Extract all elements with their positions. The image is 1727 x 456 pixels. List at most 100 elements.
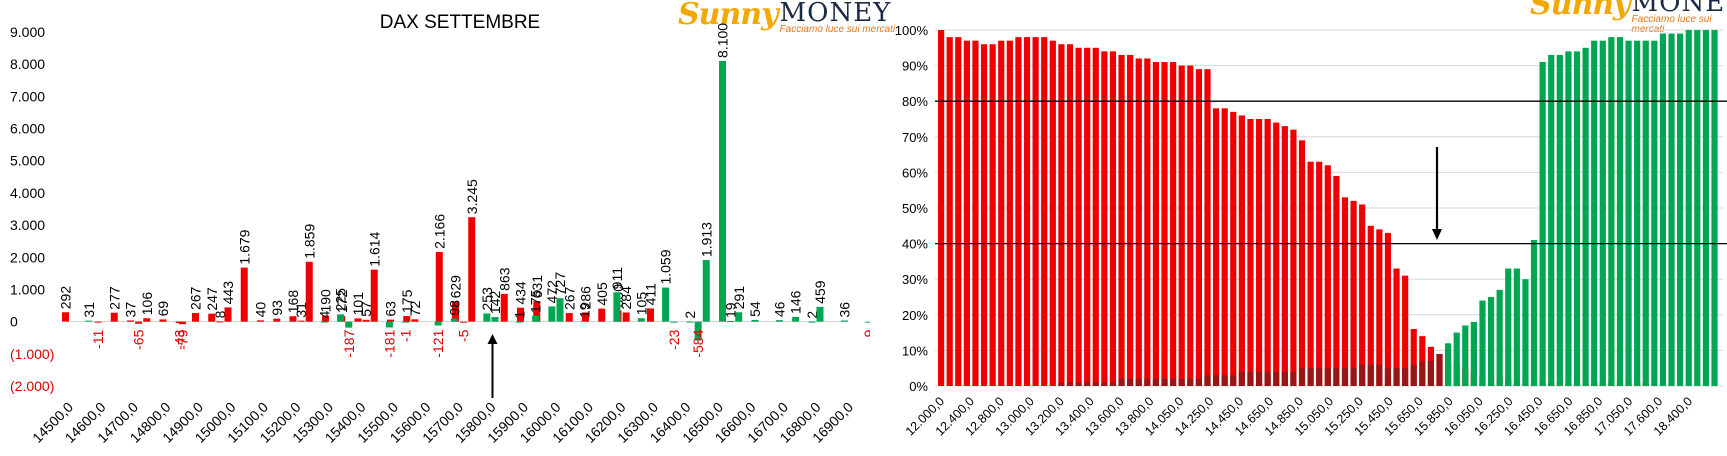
data-label: 4 bbox=[316, 311, 332, 319]
bar bbox=[1341, 197, 1349, 386]
data-label: 54 bbox=[747, 301, 763, 317]
data-label: 175 bbox=[528, 289, 544, 313]
bar bbox=[1084, 382, 1091, 386]
bar bbox=[1204, 375, 1211, 386]
bar bbox=[1273, 122, 1280, 386]
bar bbox=[1651, 40, 1658, 387]
bar bbox=[354, 318, 362, 322]
bar bbox=[622, 312, 630, 322]
data-label: 292 bbox=[58, 286, 74, 310]
data-label: -9 bbox=[861, 329, 870, 342]
data-label: 93 bbox=[269, 300, 285, 316]
data-label: 31 bbox=[81, 302, 97, 318]
y-tick-label: (1.000) bbox=[10, 346, 54, 362]
y-tick-label: 4.000 bbox=[10, 185, 45, 201]
data-label: 40 bbox=[253, 302, 269, 318]
bar bbox=[1591, 40, 1598, 387]
bar bbox=[322, 315, 329, 322]
y-tick-label: 0% bbox=[909, 379, 928, 394]
bar bbox=[670, 321, 678, 323]
bar bbox=[532, 316, 540, 322]
bar bbox=[1255, 119, 1263, 386]
bar bbox=[337, 314, 345, 322]
bar bbox=[946, 37, 953, 387]
bar bbox=[1075, 382, 1082, 386]
bar bbox=[1212, 375, 1220, 386]
bar bbox=[662, 287, 670, 322]
bar bbox=[1109, 382, 1117, 386]
bar bbox=[727, 321, 735, 323]
bar bbox=[1462, 325, 1469, 386]
y-tick-label: 0 bbox=[10, 314, 18, 330]
data-label: 106 bbox=[139, 292, 155, 316]
data-label: 405 bbox=[594, 282, 610, 306]
bar bbox=[1144, 58, 1151, 386]
bar bbox=[1195, 69, 1202, 386]
bar bbox=[1393, 268, 1400, 386]
bar bbox=[1505, 268, 1512, 386]
bar bbox=[1032, 37, 1039, 387]
bar bbox=[1359, 364, 1366, 386]
bar bbox=[1402, 275, 1409, 386]
arrow-head bbox=[487, 334, 498, 344]
data-label: 63 bbox=[383, 301, 399, 317]
bar bbox=[1702, 30, 1710, 386]
bar bbox=[1127, 54, 1134, 387]
bar bbox=[1101, 382, 1108, 386]
bar bbox=[403, 316, 411, 322]
bar bbox=[598, 308, 606, 322]
data-label: 267 bbox=[561, 286, 577, 310]
bar bbox=[387, 319, 394, 322]
bar bbox=[1616, 37, 1624, 387]
bar bbox=[143, 318, 151, 322]
bar bbox=[1350, 368, 1357, 386]
y-tick-label: 1.000 bbox=[10, 281, 45, 297]
bar bbox=[345, 321, 353, 328]
bar bbox=[179, 321, 186, 325]
bar bbox=[289, 316, 297, 322]
bar bbox=[460, 321, 468, 323]
y-tick-label: 9.000 bbox=[10, 24, 45, 40]
data-label: -43 bbox=[171, 329, 187, 349]
y-tick-label: 40% bbox=[902, 237, 928, 252]
bar bbox=[1049, 40, 1056, 387]
bar bbox=[257, 320, 264, 322]
bar bbox=[637, 318, 645, 322]
bar bbox=[1298, 368, 1306, 386]
bar bbox=[1118, 54, 1125, 387]
bar bbox=[613, 292, 621, 322]
bar bbox=[491, 317, 499, 322]
y-tick-label: 6.000 bbox=[10, 121, 45, 137]
bar bbox=[1170, 378, 1177, 386]
data-label: 37 bbox=[123, 302, 139, 318]
data-label: -1 bbox=[398, 329, 414, 342]
y-tick-label: 70% bbox=[902, 130, 928, 145]
bar bbox=[1066, 382, 1074, 386]
bar bbox=[1187, 65, 1194, 386]
arrow-head bbox=[1432, 229, 1442, 240]
bar bbox=[1221, 375, 1228, 386]
bar bbox=[411, 319, 419, 322]
data-label: 1.059 bbox=[658, 249, 674, 284]
bar bbox=[808, 321, 816, 323]
bar bbox=[792, 316, 800, 322]
bar bbox=[1530, 240, 1538, 386]
bar bbox=[1307, 161, 1314, 386]
data-label: 36 bbox=[836, 302, 852, 318]
data-label: -79 bbox=[175, 329, 191, 349]
bar bbox=[1393, 368, 1400, 386]
bar bbox=[1092, 47, 1099, 387]
bar bbox=[159, 319, 167, 322]
bar bbox=[1402, 368, 1409, 386]
data-label: 1.679 bbox=[236, 229, 252, 264]
bar bbox=[1015, 37, 1022, 387]
bar bbox=[580, 321, 588, 323]
bar bbox=[1496, 289, 1503, 386]
data-label: 105 bbox=[633, 292, 649, 316]
bar bbox=[1135, 378, 1142, 386]
bar bbox=[1333, 175, 1340, 386]
bar bbox=[1316, 368, 1323, 386]
bar bbox=[110, 312, 118, 322]
bar bbox=[972, 40, 979, 387]
bar bbox=[1075, 47, 1082, 387]
